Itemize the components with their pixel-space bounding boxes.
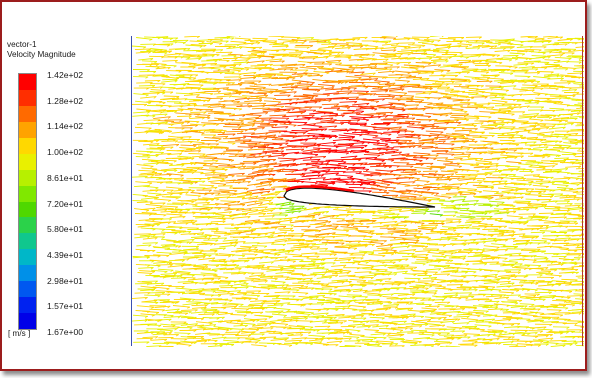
- colorbar-band: [19, 121, 36, 138]
- viewport-left-edge: [131, 36, 132, 346]
- legend-tick-label: 5.80e+01: [47, 224, 84, 235]
- colorbar-band: [19, 153, 36, 170]
- vector-plot-viewport[interactable]: [131, 36, 584, 347]
- colorbar-band: [19, 313, 36, 329]
- colorbar-band: [19, 265, 36, 282]
- colorbar-band: [19, 105, 36, 122]
- legend-tick-label: 1.57e+01: [47, 301, 84, 312]
- colorbar-band: [19, 169, 36, 186]
- legend-tick-label: 4.39e+01: [47, 249, 84, 260]
- legend-tick-label: 7.20e+01: [47, 198, 84, 209]
- colorbar-band: [19, 137, 36, 154]
- viewport-right-edge: [582, 36, 583, 346]
- legend-tick-label: 2.98e+01: [47, 275, 84, 286]
- legend-title-variable: Velocity Magnitude: [7, 50, 76, 59]
- legend-unit-label: [ m/s ]: [8, 329, 31, 338]
- legend-tick-label: 1.42e+02: [47, 70, 84, 80]
- suction-peak-band: [285, 185, 355, 192]
- legend-tick-label: 1.14e+02: [47, 121, 84, 132]
- colorbar-band: [19, 89, 36, 106]
- legend-colorbar: [18, 73, 37, 330]
- legend-tick-label: 8.61e+01: [47, 172, 84, 183]
- legend-title-contour-name: vector-1: [7, 40, 37, 49]
- legend-tick-label: 1.00e+02: [47, 147, 84, 158]
- colorbar-band: [19, 217, 36, 234]
- airfoil-outline: [283, 187, 436, 208]
- legend-title: vector-1 Velocity Magnitude: [7, 40, 76, 60]
- colorbar-band: [19, 297, 36, 314]
- colorbar-band: [19, 201, 36, 218]
- colorbar-band: [19, 185, 36, 202]
- vector-arrows: [131, 36, 584, 347]
- colorbar-band: [19, 281, 36, 298]
- legend-tick-label: 1.67e+00: [47, 327, 84, 337]
- velocity-vector-field: [131, 36, 584, 347]
- legend-tick-label: 1.28e+02: [47, 95, 84, 106]
- colorbar-band: [19, 249, 36, 266]
- colorbar-band: [19, 74, 36, 90]
- colorbar-band: [19, 233, 36, 250]
